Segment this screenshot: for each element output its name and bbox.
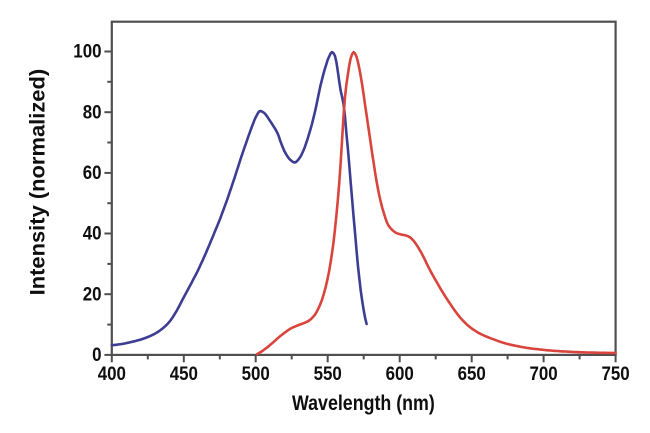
svg-text:750: 750 [602,364,630,385]
svg-text:60: 60 [83,163,102,184]
svg-text:80: 80 [83,102,102,123]
svg-text:500: 500 [242,364,270,385]
svg-text:Wavelength (nm): Wavelength (nm) [292,391,435,415]
svg-text:450: 450 [170,364,198,385]
svg-text:0: 0 [92,345,101,366]
svg-text:Intensity (normalized): Intensity (normalized) [25,69,49,296]
svg-text:600: 600 [386,364,414,385]
svg-text:400: 400 [98,364,126,385]
svg-text:700: 700 [530,364,558,385]
svg-text:550: 550 [314,364,342,385]
svg-text:100: 100 [73,42,101,63]
svg-text:650: 650 [458,364,486,385]
svg-text:20: 20 [83,284,102,305]
svg-text:40: 40 [83,224,102,245]
